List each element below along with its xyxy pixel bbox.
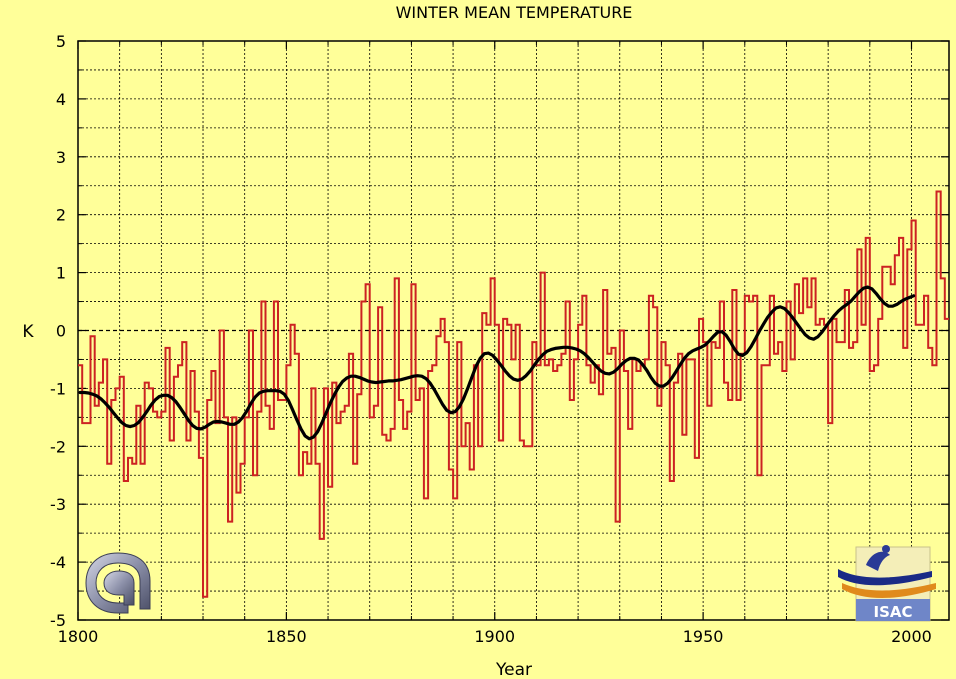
x-tick-label: 1850 [266,627,307,646]
cnr-logo [85,552,151,614]
y-tick-label: -1 [50,379,66,398]
y-tick-label: 5 [56,32,66,51]
chart-title: WINTER MEAN TEMPERATURE [396,3,633,22]
y-tick-label: -3 [50,495,66,514]
series-step-line [78,190,949,598]
y-tick-label: 1 [56,264,66,283]
x-tick-label: 1800 [58,627,99,646]
series [78,190,949,598]
series-smoothed-line [78,285,916,441]
y-tick-label: 2 [56,206,66,225]
y-tick-label: -4 [50,553,66,572]
y-axis-label: K [22,322,34,342]
y-tick-label: 3 [56,148,66,167]
x-tick-label: 2000 [891,627,932,646]
x-tick-label: 1900 [474,627,515,646]
y-tick-label: -5 [50,611,66,630]
y-tick-label: 4 [56,90,66,109]
y-tick-label: -2 [50,437,66,456]
x-axis-label: Year [495,660,532,679]
isac-logo: ISAC [838,545,936,622]
tick-labels: 1800 1850 1900 1950 2000 -5 -4 -3 -2 -1 0 1 2 3 4 5 [50,32,932,646]
y-tick-label: 0 [56,322,66,341]
isac-logo-text: ISAC [873,603,912,621]
x-tick-label: 1950 [683,627,724,646]
